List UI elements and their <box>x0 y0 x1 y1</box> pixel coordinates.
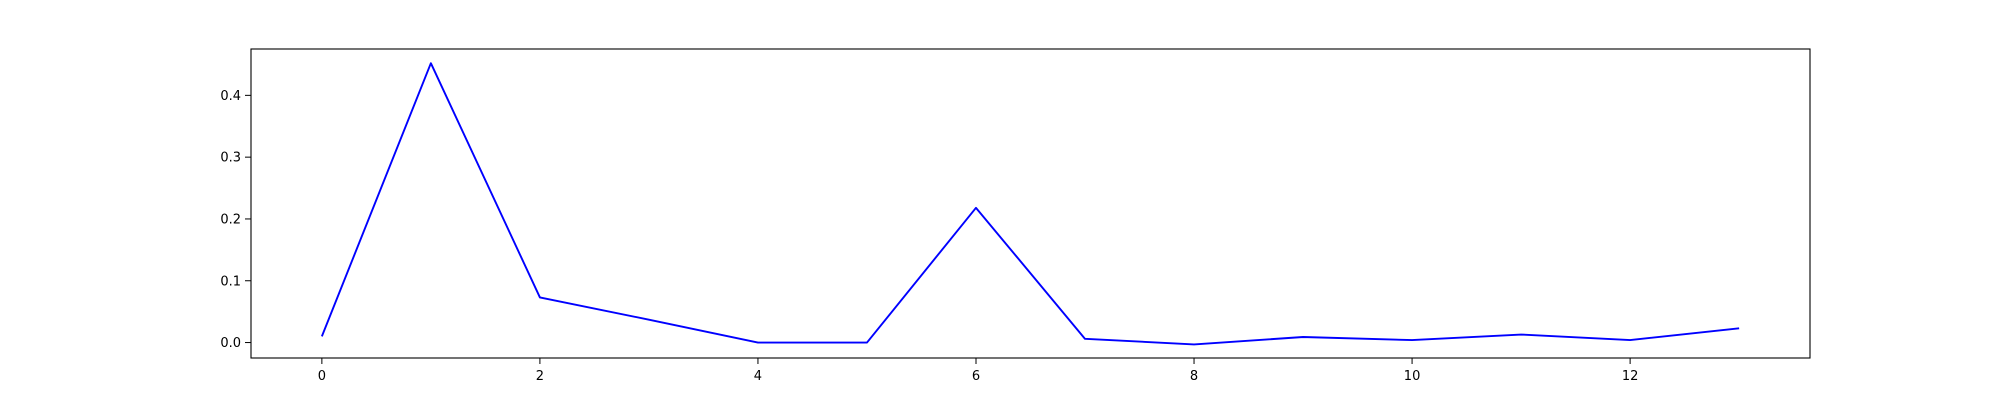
y-tick-label: 0.3 <box>220 151 241 166</box>
y-tick-label: 0.1 <box>220 274 241 289</box>
x-tick-label: 10 <box>1404 369 1421 384</box>
x-axis: 0 2 4 6 8 10 12 <box>318 358 1639 384</box>
x-tick-label: 2 <box>536 369 544 384</box>
series-line <box>322 63 1739 344</box>
x-tick-label: 8 <box>1190 369 1198 384</box>
y-tick-label: 0.2 <box>220 212 241 227</box>
plot-frame <box>251 49 1810 358</box>
x-tick-label: 12 <box>1622 369 1639 384</box>
y-tick-label: 0.0 <box>220 336 241 351</box>
series-layer <box>322 63 1739 344</box>
x-tick-label: 4 <box>754 369 762 384</box>
x-tick-label: 6 <box>972 369 980 384</box>
y-axis: 0.0 0.1 0.2 0.3 0.4 <box>220 89 251 351</box>
x-tick-label: 0 <box>318 369 326 384</box>
y-tick-label: 0.4 <box>220 89 241 104</box>
